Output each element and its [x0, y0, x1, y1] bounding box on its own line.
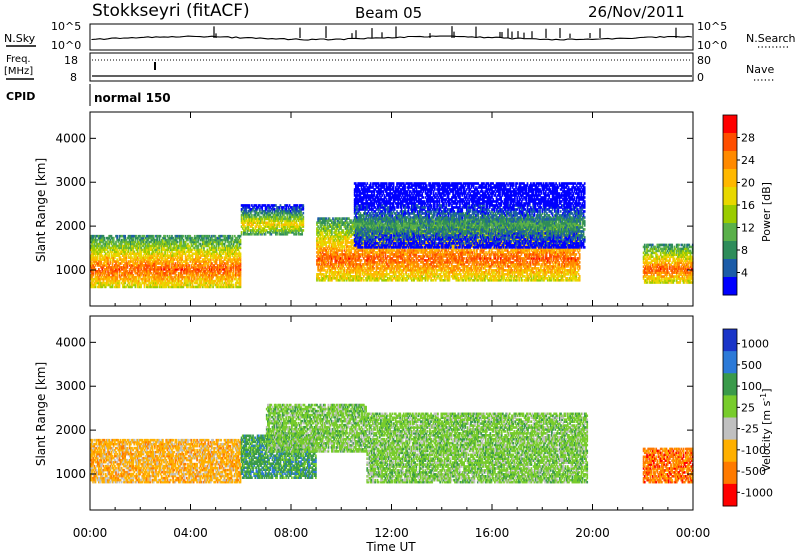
noise-tick-right-top: 10^5: [697, 20, 727, 33]
station-title: Stokkseyri (fitACF): [92, 1, 250, 21]
radar-summary-plot: Stokkseyri (fitACF) Beam 05 26/Nov/2011 …: [0, 0, 800, 554]
nave-tick-top: 80: [697, 54, 711, 67]
data-cell: [160, 235, 162, 238]
date-label: 26/Nov/2011: [588, 3, 685, 21]
data-cell: [164, 235, 166, 238]
data-cell: [104, 237, 106, 240]
data-cell: [116, 235, 118, 238]
power-data-cells: [90, 182, 694, 288]
cpid-label: CPID: [6, 90, 35, 103]
data-cell: [177, 241, 179, 244]
nave-label: Nave: [746, 63, 774, 76]
freq-glitch-mark: [154, 62, 156, 70]
freq-panel: [90, 53, 693, 81]
nsky-label: N.Sky: [4, 32, 36, 45]
freq-label: Freq.: [6, 54, 31, 65]
freq-unit: [MHz]: [4, 66, 33, 77]
noise-sky-trace: [92, 36, 692, 40]
cpid-value: normal 150: [94, 91, 171, 105]
data-cell: [153, 235, 155, 238]
nsearch-label: N.Search: [746, 32, 796, 45]
freq-tick-bottom: 8: [70, 71, 77, 84]
beam-label: Beam 05: [355, 4, 422, 22]
noise-tick-left-bottom: 10^0: [51, 39, 81, 52]
noise-tick-right-bottom: 10^0: [697, 39, 727, 52]
data-cell: [113, 237, 115, 240]
noise-tick-left-top: 10^5: [51, 20, 81, 33]
data-cell: [124, 235, 126, 238]
freq-tick-top: 18: [64, 54, 78, 67]
nave-tick-bottom: 0: [697, 71, 704, 84]
